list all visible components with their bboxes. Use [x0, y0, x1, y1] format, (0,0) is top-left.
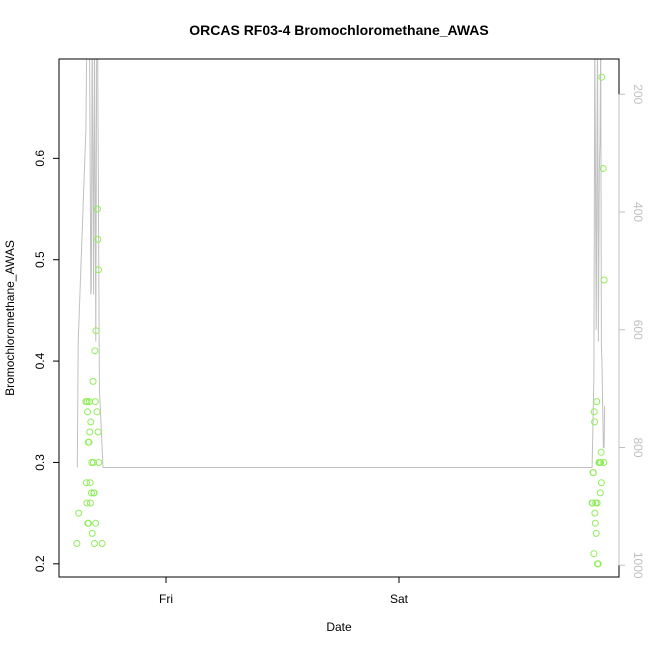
data-point: [73, 540, 81, 547]
y-tick-label: 0.6: [33, 150, 47, 167]
data-point: [89, 377, 97, 385]
data-point: [83, 479, 90, 487]
data-point: [98, 540, 106, 547]
data-point: [599, 165, 607, 172]
data-point: [589, 469, 597, 477]
data-point: [600, 459, 608, 466]
series-line: [76, 59, 606, 468]
data-point: [86, 479, 94, 487]
line-series: [76, 59, 606, 468]
y-tick-label: 0.5: [33, 251, 47, 268]
data-point: [75, 509, 83, 517]
data-point: [95, 459, 103, 466]
data-point: [85, 438, 93, 446]
data-point: [594, 560, 602, 568]
data-point: [95, 266, 102, 274]
data-point: [591, 418, 599, 426]
data-point: [87, 418, 95, 426]
y2-tick-label: 400: [631, 202, 645, 222]
data-point: [83, 499, 91, 507]
data-point: [92, 519, 100, 527]
y2-tick-label: 800: [631, 437, 645, 457]
data-point: [90, 459, 97, 466]
data-point: [86, 499, 94, 507]
y2-tick-label: 200: [631, 84, 645, 104]
y-tick-label: 0.2: [33, 555, 47, 572]
data-point: [93, 408, 101, 416]
data-point: [590, 408, 598, 416]
x-tick-label: Fri: [159, 592, 173, 606]
data-point: [593, 499, 601, 507]
data-point: [88, 489, 95, 497]
data-point: [597, 479, 605, 487]
data-point: [589, 499, 597, 507]
data-point: [90, 489, 98, 497]
x-axis: Fri Sat: [159, 576, 409, 606]
data-point: [598, 73, 606, 81]
data-point: [93, 205, 101, 213]
y2-tick-label: 600: [631, 320, 645, 340]
chart-title: ORCAS RF03-4 Bromochloromethane_AWAS: [189, 22, 489, 38]
data-point: [590, 550, 598, 558]
data-point: [91, 347, 99, 355]
data-point: [92, 327, 100, 335]
y-tick-label: 0.3: [33, 454, 47, 471]
data-point: [600, 276, 608, 284]
y-axis-label: Bromochloromethane_AWAS: [3, 240, 17, 396]
data-point: [597, 459, 605, 466]
data-point: [94, 428, 102, 436]
data-point: [94, 235, 102, 243]
y-axis-right: 200 400 600 800 1000: [618, 84, 645, 579]
data-point: [593, 398, 601, 406]
data-point: [591, 509, 599, 517]
y-tick-label: 0.4: [33, 352, 47, 369]
y2-tick-label: 1000: [631, 552, 645, 579]
data-point: [88, 529, 96, 537]
x-axis-label: Date: [326, 620, 352, 634]
data-point: [86, 428, 94, 436]
data-point: [591, 519, 599, 527]
data-point: [597, 448, 605, 456]
data-point: [91, 540, 98, 547]
data-point: [84, 408, 91, 416]
data-point: [83, 398, 91, 406]
data-point: [592, 529, 600, 537]
data-point: [85, 519, 93, 527]
point-series: [73, 73, 608, 568]
data-point: [596, 489, 604, 497]
y-axis-left: 0.2 0.3 0.4 0.5 0.6: [33, 150, 60, 572]
x-tick-label: Sat: [390, 592, 409, 606]
data-point: [91, 398, 99, 406]
